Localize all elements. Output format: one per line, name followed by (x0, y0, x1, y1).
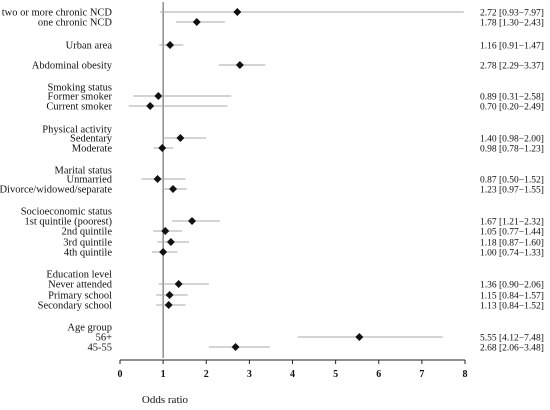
row-label: Never attended (48, 280, 113, 291)
group-label: Socioeconomic status (21, 207, 112, 218)
group-label: Physical activity (42, 125, 112, 136)
group-label: Marital status (55, 166, 112, 177)
estimate-marker (188, 217, 197, 225)
estimate-label: 1.40 [0.98−2.00] (480, 135, 544, 145)
row-label: two or more chronic NCD (2, 8, 113, 19)
estimate-marker (154, 92, 163, 100)
estimate-marker (231, 343, 240, 351)
estimate-label: 1.05 [0.77−1.44] (480, 228, 544, 238)
group-label: Education level (46, 270, 112, 281)
estimate-marker (169, 185, 178, 193)
estimate-marker (146, 102, 155, 110)
row-label: 4th quintile (64, 248, 112, 259)
estimate-marker (233, 8, 242, 16)
estimate-marker (192, 18, 201, 26)
estimate-marker (153, 175, 162, 183)
row-label: 56+ (96, 333, 113, 344)
row-label: Divorce/widowed/separate (0, 185, 112, 196)
row-label: Urban area (66, 41, 113, 52)
estimate-label: 1.78 [1.30−2.43] (480, 19, 544, 29)
x-tick-label: 5 (333, 369, 338, 380)
estimate-marker (166, 238, 175, 246)
estimate-marker (176, 134, 185, 142)
estimate-label: 1.16 [0.91−1.47] (480, 42, 544, 52)
x-tick-label: 7 (419, 369, 424, 380)
row-label: Current smoker (46, 102, 112, 113)
x-tick-label: 8 (463, 369, 468, 380)
estimate-marker (355, 333, 364, 341)
x-tick-label: 4 (290, 369, 295, 380)
group-label: Age group (67, 323, 112, 334)
x-tick-label: 6 (376, 369, 381, 380)
x-axis-title: Odds ratio (142, 394, 189, 406)
estimate-label: 0.87 [0.50−1.52] (480, 176, 544, 186)
row-label: Sedentary (70, 134, 113, 145)
x-tick-label: 0 (118, 369, 123, 380)
estimate-label: 1.15 [0.84−1.57] (480, 292, 544, 302)
rows-layer: two or more chronic NCD 2.72 [0.93−7.97] o… (0, 2, 544, 358)
row-label: Secondary school (38, 301, 112, 312)
row-label: 3rd quintile (63, 238, 112, 249)
x-axis: 0 1 2 3 4 5 6 7 8 (118, 359, 468, 380)
estimate-label: 1.13 [0.84−1.52] (480, 302, 544, 312)
x-tick-label: 3 (247, 369, 252, 380)
row-label: Unmarried (67, 175, 113, 186)
x-tick-label: 1 (161, 369, 166, 380)
estimate-marker (158, 144, 167, 152)
estimate-marker (174, 280, 183, 288)
estimate-label: 2.72 [0.93−7.97] (480, 9, 544, 19)
row-label: 1st quintile (poorest) (25, 217, 113, 228)
estimate-label: 1.00 [0.74−1.33] (480, 249, 544, 259)
row-label: Moderate (72, 144, 113, 155)
estimate-label: 0.98 [0.78−1.23] (480, 145, 544, 155)
row-label: Abdominal obesity (32, 61, 113, 72)
row-label: Primary school (48, 291, 112, 302)
group-label: Smoking status (48, 83, 112, 94)
estimate-label: 1.67 [1.21−2.32] (480, 218, 544, 228)
row-label: 2nd quintile (62, 227, 113, 238)
estimate-marker (161, 227, 170, 235)
estimate-marker (164, 301, 173, 309)
estimate-label: 0.89 [0.31−2.58] (480, 93, 544, 103)
estimate-label: 1.18 [0.87−1.60] (480, 239, 544, 249)
estimate-label: 2.78 [2.29−3.37] (480, 62, 544, 72)
estimate-marker (159, 248, 168, 256)
estimate-label: 5.55 [4.12−7.48] (480, 334, 544, 344)
row-label: Former smoker (48, 92, 113, 103)
row-label: one chronic NCD (38, 18, 112, 29)
estimate-label: 1.36 [0.90−2.06] (480, 281, 544, 291)
estimate-label: 0.70 [0.20−2.49] (480, 103, 544, 113)
row-label: 45-55 (88, 343, 113, 354)
estimate-marker (235, 61, 244, 69)
estimate-marker (166, 41, 175, 49)
estimate-marker (165, 291, 174, 299)
x-tick-label: 2 (204, 369, 209, 380)
estimate-label: 2.68 [2.06−3.48] (480, 344, 544, 354)
estimate-label: 1.23 [0.97−1.55] (480, 186, 544, 196)
